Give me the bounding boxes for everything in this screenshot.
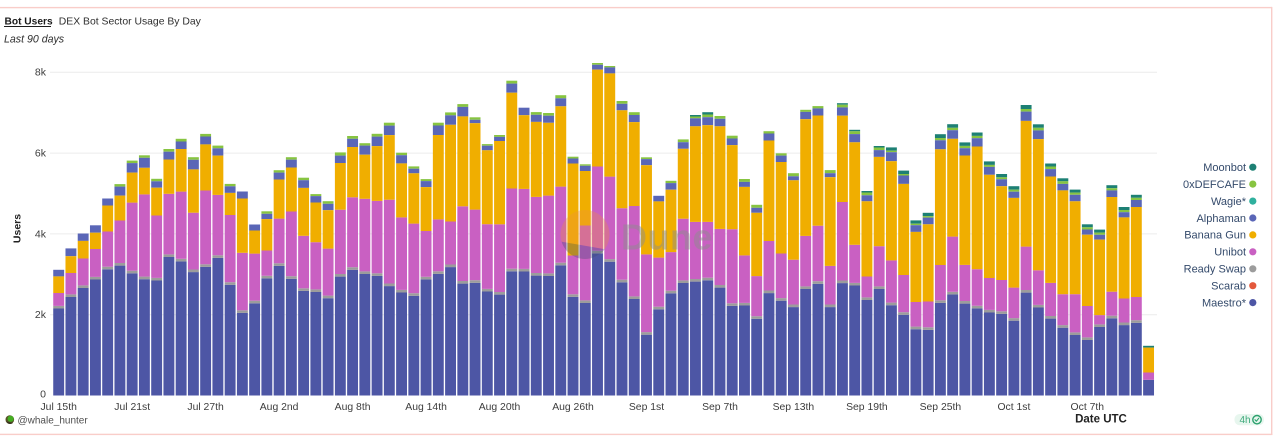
svg-text:Sep 7th: Sep 7th bbox=[702, 402, 738, 413]
svg-text:Wagie*: Wagie* bbox=[1211, 196, 1247, 208]
svg-text:Date UTC: Date UTC bbox=[1075, 414, 1127, 426]
svg-text:Aug 2nd: Aug 2nd bbox=[260, 402, 299, 413]
svg-text:8k: 8k bbox=[35, 67, 47, 79]
svg-text:Users: Users bbox=[12, 214, 24, 243]
svg-text:Last 90 days: Last 90 days bbox=[4, 33, 65, 45]
svg-text:6k: 6k bbox=[35, 148, 47, 160]
svg-text:Scarab: Scarab bbox=[1211, 281, 1246, 293]
svg-text:Sep 19th: Sep 19th bbox=[846, 402, 888, 413]
svg-text:Moonbot: Moonbot bbox=[1203, 162, 1246, 174]
svg-text:0xDEFCAFE: 0xDEFCAFE bbox=[1183, 179, 1246, 191]
svg-text:Oct 1st: Oct 1st bbox=[997, 402, 1030, 413]
svg-text:Ready Swap: Ready Swap bbox=[1184, 264, 1246, 276]
svg-text:DEX Bot Sector Usage By Day: DEX Bot Sector Usage By Day bbox=[59, 16, 202, 27]
svg-text:Aug 26th: Aug 26th bbox=[552, 402, 594, 413]
svg-text:Aug 20th: Aug 20th bbox=[479, 402, 521, 413]
svg-text:2k: 2k bbox=[35, 309, 47, 321]
svg-text:Banana Gun: Banana Gun bbox=[1184, 230, 1246, 242]
svg-text:@whale_hunter: @whale_hunter bbox=[18, 416, 89, 427]
svg-text:Oct 7th: Oct 7th bbox=[1071, 402, 1105, 413]
svg-text:Unibot: Unibot bbox=[1214, 247, 1246, 259]
svg-text:4k: 4k bbox=[35, 228, 47, 240]
svg-text:Bot Users: Bot Users bbox=[5, 16, 53, 27]
svg-text:Sep 13th: Sep 13th bbox=[773, 402, 815, 413]
svg-text:Jul 15th: Jul 15th bbox=[40, 402, 77, 413]
svg-text:Jul 21st: Jul 21st bbox=[114, 402, 150, 413]
svg-text:Maestro*: Maestro* bbox=[1202, 297, 1247, 309]
svg-text:Sep 25th: Sep 25th bbox=[920, 402, 962, 413]
svg-text:Sep 1st: Sep 1st bbox=[629, 402, 664, 413]
svg-text:4h: 4h bbox=[1240, 415, 1251, 426]
svg-text:0: 0 bbox=[40, 388, 46, 400]
svg-text:Dune: Dune bbox=[621, 217, 713, 258]
svg-text:Aug 8th: Aug 8th bbox=[335, 402, 371, 413]
svg-text:Alphaman: Alphaman bbox=[1196, 213, 1246, 225]
svg-text:Jul 27th: Jul 27th bbox=[187, 402, 224, 413]
svg-text:Aug 14th: Aug 14th bbox=[405, 402, 447, 413]
